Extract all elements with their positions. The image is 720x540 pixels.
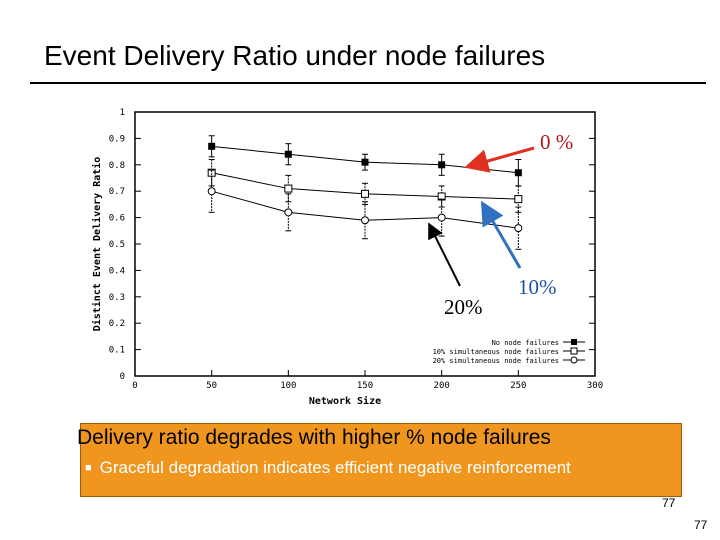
arrow-10-percent: [480, 200, 522, 269]
y-tick-label: 0.8: [109, 161, 125, 171]
summary-box: Delivery ratio degrades with higher % no…: [77, 423, 682, 497]
data-point: [207, 187, 216, 196]
legend-label: 10% simultaneous node failures: [433, 348, 559, 356]
legend-marker: [570, 356, 578, 364]
x-tick-label: 250: [510, 381, 526, 391]
y-tick-label: 1: [120, 108, 125, 118]
y-tick-label: 0.4: [109, 266, 125, 276]
data-point: [437, 213, 446, 222]
data-point: [361, 158, 369, 166]
x-tick-label: 0: [132, 381, 137, 391]
x-tick-label: 100: [280, 381, 296, 391]
data-point: [284, 184, 293, 193]
annotation-10-percent: 10%: [518, 275, 557, 299]
title-divider: [30, 82, 706, 84]
delivery-ratio-chart: 0 0.1 0.2 0.3 0.4 0.5 0.6 0.7 0.8 0.9 1 0 50 100 150 20…: [91, 108, 603, 407]
x-tick-label: 150: [357, 381, 373, 391]
square-bullet-icon: ■: [85, 462, 92, 474]
data-point: [361, 216, 369, 225]
legend-marker: [570, 347, 578, 355]
legend-label: No node failures: [492, 339, 559, 347]
data-point: [284, 208, 293, 217]
y-tick-label: 0.6: [109, 214, 125, 224]
legend-marker: [571, 339, 577, 345]
legend-label: 20% simultaneous node failures: [433, 357, 559, 365]
x-axis-label: Network Size: [309, 395, 381, 407]
summary-bullet-text: Graceful degradation indicates efficient…: [99, 458, 571, 477]
page-number: 77: [694, 518, 708, 532]
slide-title: Event Delivery Ratio under node failures: [44, 40, 546, 71]
x-tick-label: 50: [206, 381, 217, 391]
x-tick-label: 200: [434, 381, 450, 391]
y-tick-label: 0: [120, 372, 125, 382]
annotation-20-percent: 20%: [444, 295, 483, 319]
summary-bullet: ■ Graceful degradation indicates efficien…: [85, 458, 571, 478]
arrow-20-percent: [428, 222, 461, 287]
y-tick-label: 0.5: [109, 240, 125, 250]
y-tick-label: 0.9: [109, 134, 125, 144]
data-point: [514, 224, 523, 233]
y-tick-label: 0.2: [109, 319, 125, 329]
y-tick-label: 0.1: [109, 346, 125, 356]
page-number-box: 77: [662, 496, 676, 510]
annotation-0-percent: 0 %: [540, 130, 574, 154]
data-point: [438, 161, 446, 169]
y-tick-label: 0.3: [109, 293, 125, 303]
data-point: [514, 195, 523, 204]
data-point: [284, 150, 292, 158]
data-point: [208, 142, 216, 150]
arrow-0-percent: [464, 146, 535, 173]
x-tick-label: 300: [587, 381, 603, 391]
data-point: [514, 169, 522, 177]
summary-main-text: Delivery ratio degrades with higher % no…: [77, 426, 551, 449]
y-tick-label: 0.7: [109, 187, 125, 197]
data-point: [361, 189, 369, 198]
y-axis-label: Distinct Event Delivery Ratio: [91, 157, 103, 332]
